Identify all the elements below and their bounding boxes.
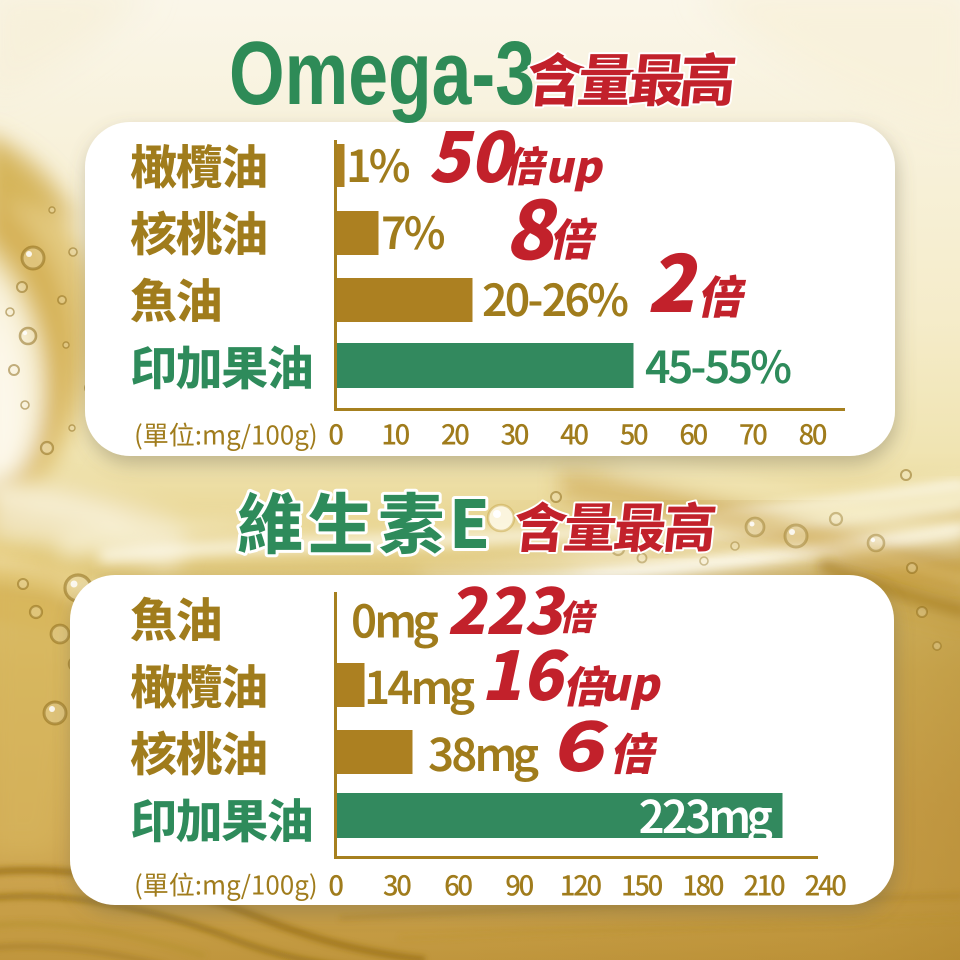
svg-text:Omega-3: Omega-3 (229, 24, 535, 124)
